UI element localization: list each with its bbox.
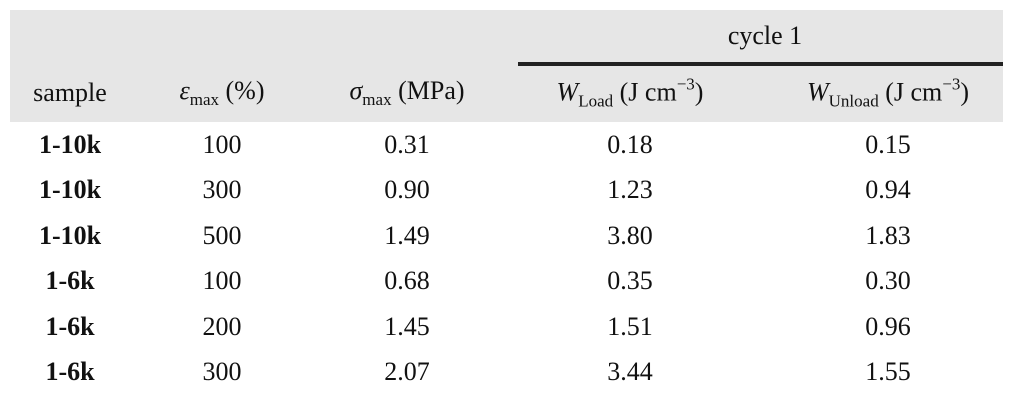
value-cell: 300 [202, 175, 242, 205]
value-cell: 0.96 [865, 311, 911, 341]
value-cell: 100 [202, 266, 242, 296]
value-cell: 0.90 [384, 175, 430, 205]
value-cell: 0.94 [865, 175, 911, 205]
group-rule [518, 62, 1003, 66]
column-header: εmax (%) [179, 76, 264, 110]
header-unit: (%) [225, 76, 265, 105]
value-cell: 200 [202, 311, 242, 341]
value-cell: 0.15 [865, 130, 911, 159]
header-symbol: σ [349, 76, 363, 105]
sample-name: 1-10k [38, 130, 102, 159]
sample-name: 1-10k [38, 175, 102, 205]
header-background [10, 10, 1003, 122]
value-cell: 300 [202, 357, 242, 386]
header-sup: −3 [676, 74, 695, 94]
sample-name: 1-6k [45, 357, 95, 386]
header-sub: Unload [828, 91, 879, 111]
value-cell: 1.23 [607, 175, 653, 205]
group-header: cycle 1 [727, 21, 803, 50]
value-cell: 0.30 [865, 266, 911, 296]
value-cell: 1.45 [384, 311, 430, 341]
value-cell: 2.07 [384, 357, 430, 386]
value-cell: 500 [202, 220, 242, 250]
header-symbol: W [556, 77, 579, 107]
header-close: ) [694, 77, 704, 107]
column-header: σmax (MPa) [349, 76, 464, 110]
value-cell: 0.35 [607, 266, 653, 296]
header-text: sample [33, 78, 107, 107]
value-cell: 3.44 [607, 357, 653, 386]
column-header: WLoad (J cm−3) [557, 75, 704, 112]
header-close: ) [960, 77, 970, 107]
value-cell: 1.49 [384, 220, 430, 250]
sample-name: 1-6k [45, 266, 95, 296]
header-sup: −3 [942, 74, 961, 94]
header-unit: (J cm [885, 77, 943, 107]
value-cell: 0.31 [384, 130, 430, 159]
sample-name: 1-6k [45, 311, 95, 341]
value-cell: 0.18 [607, 130, 653, 159]
header-sub: max [189, 90, 220, 109]
header-symbol: W [806, 77, 829, 107]
value-cell: 3.80 [607, 220, 653, 250]
column-header: WUnload (J cm−3) [807, 75, 969, 112]
header-sub: max [362, 90, 392, 109]
value-cell: 100 [202, 130, 242, 159]
header-symbol: ε [179, 76, 190, 105]
header-unit: (MPa) [398, 76, 465, 105]
value-cell: 1.83 [865, 220, 911, 250]
value-cell: 1.51 [607, 311, 653, 341]
column-header: sample [33, 78, 107, 108]
value-cell: 1.55 [865, 357, 911, 386]
value-cell: 0.68 [384, 266, 430, 296]
header-unit: (J cm [619, 77, 677, 107]
header-sub: Load [578, 91, 614, 111]
sample-name: 1-10k [38, 220, 102, 250]
